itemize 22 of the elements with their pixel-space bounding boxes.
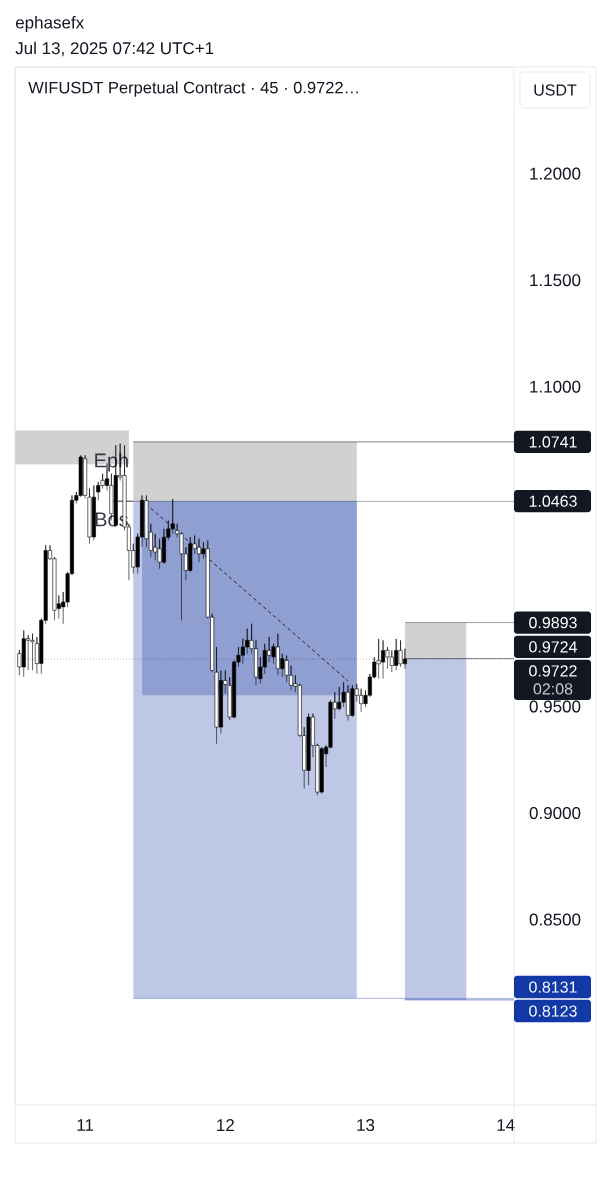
ref-line-label: 0.8131	[529, 981, 577, 993]
text: ephasefx	[15, 16, 84, 32]
x-tick-label: 12	[217, 1119, 234, 1131]
y-tick-label: 1.1500	[530, 274, 581, 287]
x-tick-label: 11	[77, 1119, 94, 1131]
ref-line-label: 1.0463	[529, 495, 577, 507]
text: 02:08	[533, 683, 573, 695]
text: WIFUSDT Perpetual Contract · 45 · 0.9722…	[28, 81, 358, 97]
ref-line-label: 0.8123	[529, 1005, 577, 1017]
ref-line-label: 1.0741	[529, 436, 577, 448]
y-tick-label: 1.2000	[530, 167, 581, 180]
ref-line-label: 0.9724	[529, 641, 577, 653]
y-tick-label: 0.9000	[529, 806, 581, 820]
y-tick-label: 0.8500	[529, 913, 581, 926]
ref-line-label: 0.9893	[529, 617, 577, 629]
x-tick-label: 14	[497, 1119, 515, 1131]
text: Jul 13, 2025 07:42 UTC+1	[15, 41, 214, 57]
y-axis-title: USDT	[534, 84, 577, 96]
y-tick-label: 0.9500	[529, 700, 581, 713]
y-tick-label: 1.1000	[530, 380, 581, 393]
ref-line-label: 0.9722	[529, 665, 577, 677]
x-tick-label: 13	[357, 1118, 375, 1132]
